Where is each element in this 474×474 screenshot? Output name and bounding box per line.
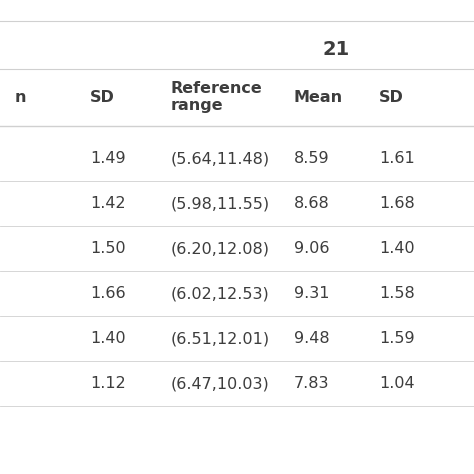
Text: Reference
range: Reference range [171, 81, 263, 113]
Text: 1.68: 1.68 [379, 196, 415, 211]
Text: 1.12: 1.12 [90, 376, 126, 392]
Text: 8.59: 8.59 [294, 151, 329, 166]
Text: 21: 21 [323, 40, 350, 59]
Text: 1.50: 1.50 [90, 241, 126, 256]
Text: (6.20,12.08): (6.20,12.08) [171, 241, 270, 256]
Text: 7.83: 7.83 [294, 376, 329, 392]
Text: 1.58: 1.58 [379, 286, 415, 301]
Text: n: n [14, 90, 26, 105]
Text: 1.49: 1.49 [90, 151, 126, 166]
Text: 1.61: 1.61 [379, 151, 415, 166]
Text: (5.98,11.55): (5.98,11.55) [171, 196, 270, 211]
Text: 1.59: 1.59 [379, 331, 415, 346]
Text: 1.40: 1.40 [90, 331, 126, 346]
Text: 1.42: 1.42 [90, 196, 126, 211]
Text: 9.06: 9.06 [294, 241, 329, 256]
Text: (6.51,12.01): (6.51,12.01) [171, 331, 270, 346]
Text: (6.02,12.53): (6.02,12.53) [171, 286, 269, 301]
Text: 9.48: 9.48 [294, 331, 329, 346]
Text: 1.40: 1.40 [379, 241, 415, 256]
Text: 1.04: 1.04 [379, 376, 415, 392]
Text: (5.64,11.48): (5.64,11.48) [171, 151, 270, 166]
Text: 1.66: 1.66 [90, 286, 126, 301]
Text: 9.31: 9.31 [294, 286, 329, 301]
Text: 8.68: 8.68 [294, 196, 329, 211]
Text: SD: SD [90, 90, 115, 105]
Text: Mean: Mean [294, 90, 343, 105]
Text: SD: SD [379, 90, 404, 105]
Text: (6.47,10.03): (6.47,10.03) [171, 376, 269, 392]
